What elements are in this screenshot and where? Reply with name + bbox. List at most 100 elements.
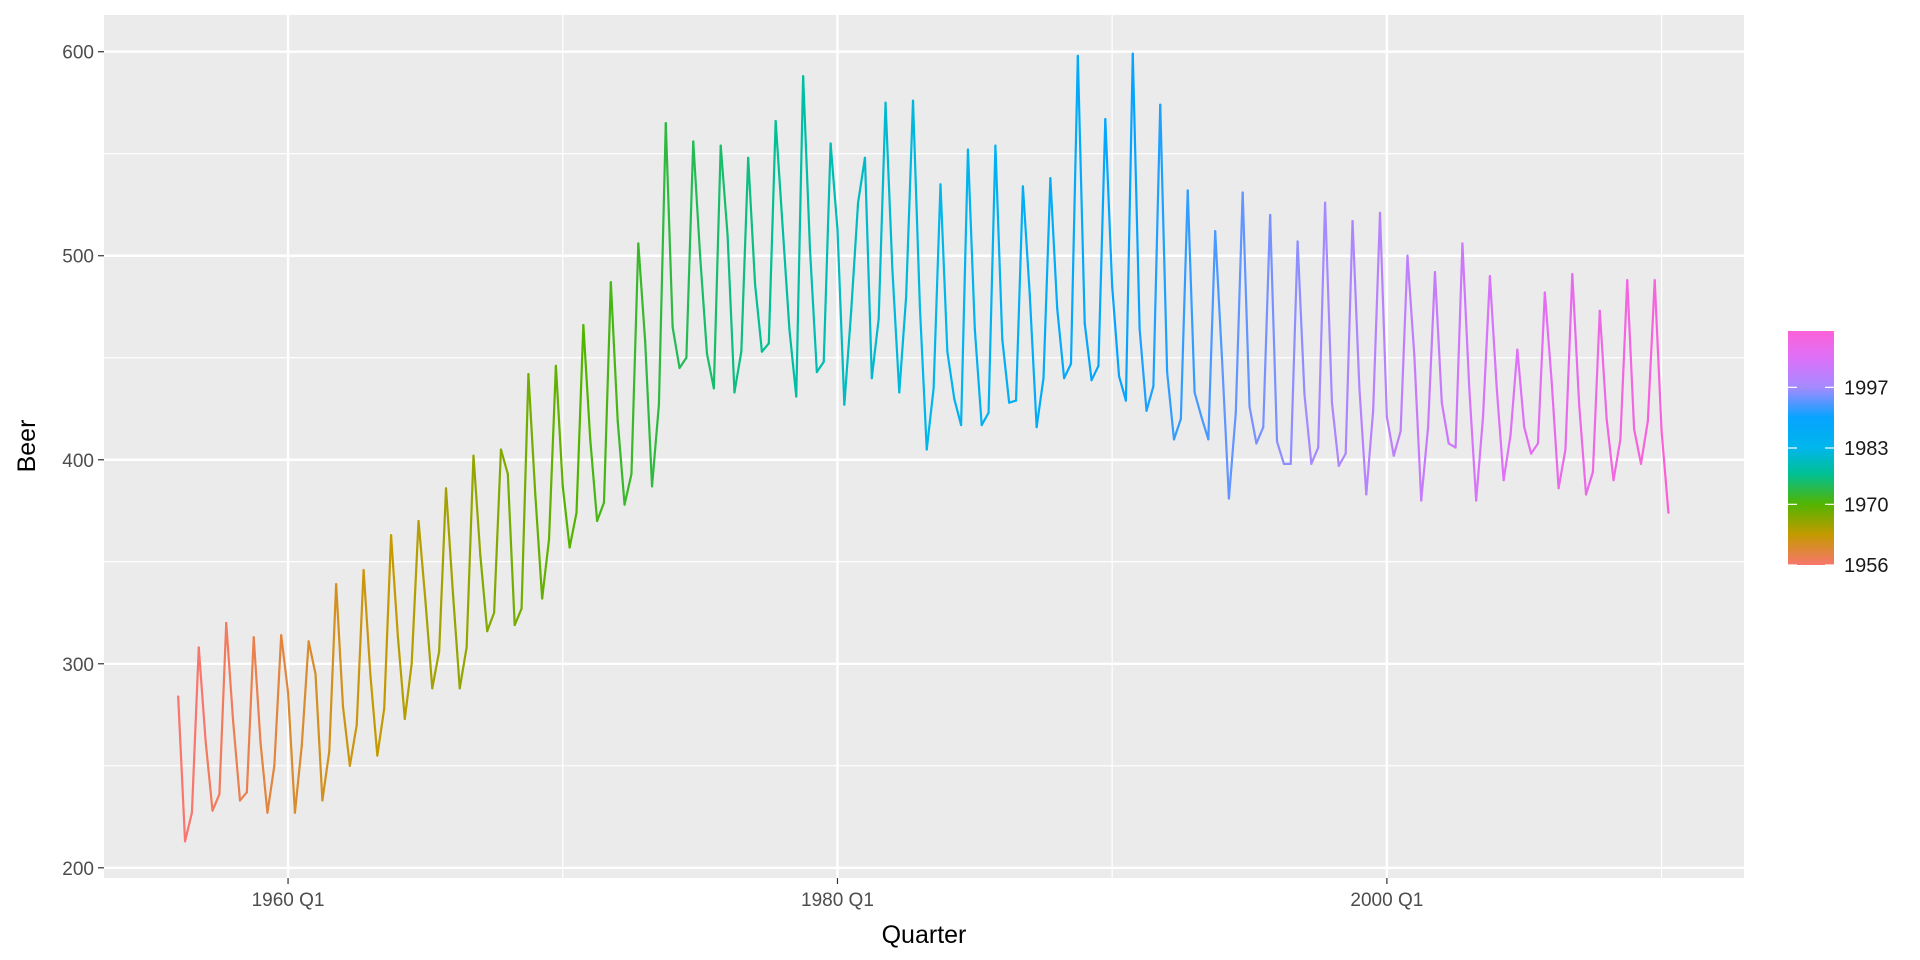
line-segment: [767, 119, 777, 345]
line-segment: [1633, 428, 1643, 465]
line-segment: [1323, 201, 1334, 404]
line-segment: [1584, 470, 1595, 496]
line-segment: [877, 101, 887, 321]
line-segment: [829, 142, 839, 231]
line-segment: [527, 372, 537, 496]
line-segment: [843, 309, 853, 406]
x-tick-label: 1980 Q1: [801, 890, 874, 911]
line-segment: [1186, 189, 1196, 394]
line-segment: [705, 352, 715, 390]
line-segment: [1179, 189, 1189, 421]
line-segment: [1488, 275, 1498, 390]
line-segment: [1344, 219, 1354, 455]
line-segment: [417, 519, 427, 602]
line-segment: [396, 636, 406, 720]
line-segment: [286, 691, 297, 814]
line-segment: [630, 242, 640, 476]
line-segment: [1042, 177, 1052, 380]
line-segment: [273, 634, 283, 767]
line-segment: [616, 419, 626, 506]
line-segment: [1056, 307, 1066, 380]
line-segment: [1420, 426, 1430, 502]
line-segment: [932, 183, 942, 390]
line-segment: [1509, 348, 1519, 437]
line-segment: [252, 636, 262, 745]
line-segment: [1468, 387, 1478, 502]
line-segment: [1248, 405, 1258, 445]
plot-panel: [104, 15, 1744, 878]
line-segment: [307, 640, 317, 676]
line-segment: [1440, 401, 1450, 445]
x-axis: 1960 Q1 1980 Q1 2000 Q1: [252, 878, 1423, 911]
line-segment: [1090, 364, 1100, 382]
line-segment: [863, 156, 873, 380]
line-segment: [280, 634, 290, 694]
line-segment: [760, 342, 770, 353]
line-segment: [245, 636, 255, 794]
line-segment: [1097, 117, 1107, 368]
line-segment: [1014, 185, 1024, 402]
line-segment: [1303, 393, 1313, 465]
line-segment: [1639, 419, 1649, 465]
line-segment: [1049, 177, 1059, 310]
line-segment: [850, 201, 860, 312]
line-segment: [1337, 452, 1347, 467]
line-segment: [719, 144, 729, 237]
line-segment: [1626, 279, 1636, 431]
line-segment: [1193, 391, 1203, 419]
line-segment: [1653, 279, 1663, 433]
line-segment: [328, 583, 338, 753]
line-segment: [1159, 103, 1169, 374]
line-segment: [1317, 201, 1327, 449]
x-axis-title: Quarter: [882, 921, 967, 949]
line-segment: [1028, 293, 1038, 429]
line-segment: [1475, 415, 1485, 502]
line-segment: [1111, 285, 1121, 378]
line-segment: [905, 99, 915, 298]
line-segment: [520, 372, 530, 610]
line-segment: [424, 599, 434, 690]
grid-major: [104, 15, 1744, 878]
line-segment: [1145, 385, 1155, 412]
line-segment: [499, 448, 509, 476]
line-segment: [1372, 211, 1382, 412]
line-segment: [1433, 270, 1443, 404]
line-segment: [815, 360, 825, 374]
line-segment: [1426, 270, 1437, 429]
line-segment: [637, 242, 647, 343]
y-tick-label: 200: [62, 859, 94, 880]
y-tick-label: 600: [62, 43, 94, 64]
line-segment: [1454, 242, 1464, 449]
line-segment: [410, 519, 420, 665]
y-axis: 200 300 400 500 600: [62, 43, 104, 880]
line-segment: [918, 305, 928, 451]
line-segment: [568, 511, 578, 549]
line-segment: [609, 281, 619, 423]
line-segment: [1131, 52, 1141, 331]
y-tick-label: 300: [62, 655, 94, 676]
line-segment: [891, 268, 901, 394]
line-segment: [1296, 240, 1306, 396]
line-segment: [1104, 117, 1114, 288]
line-segment: [431, 650, 441, 690]
line-segment: [1035, 377, 1045, 429]
line-segment: [348, 723, 358, 767]
line-segment: [1138, 328, 1148, 412]
line-segment: [650, 403, 661, 488]
line-segment: [183, 811, 194, 843]
line-segment: [197, 646, 207, 743]
line-segment: [1646, 279, 1656, 423]
line-segment: [1461, 242, 1471, 390]
line-segment: [1172, 417, 1182, 441]
line-segment: [451, 591, 461, 690]
line-segment: [403, 662, 413, 720]
line-segment: [1543, 291, 1553, 384]
line-segment: [1605, 417, 1615, 482]
line-segment: [1330, 401, 1340, 467]
line-segment: [898, 295, 908, 394]
line-segment: [547, 364, 557, 541]
line-segment: [946, 350, 956, 400]
line-segment: [506, 472, 516, 627]
line-segment: [740, 156, 750, 353]
